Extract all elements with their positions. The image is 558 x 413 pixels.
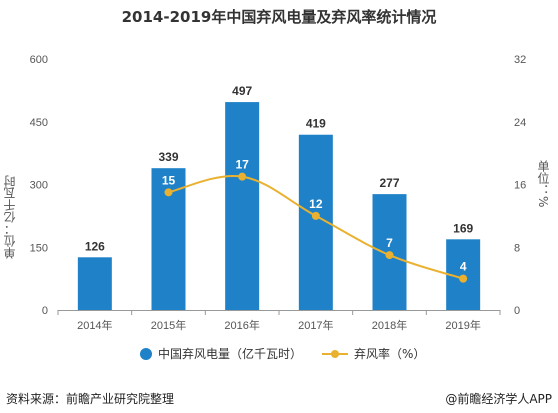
legend: 中国弃风电量（亿千瓦时） 弃风率（%）: [0, 345, 558, 365]
bar: [225, 102, 260, 310]
chart-title: 2014-2019年中国弃风电量及弃风率统计情况: [121, 8, 437, 26]
y-left-tick-label: 150: [30, 242, 48, 254]
rate-point: [311, 211, 320, 220]
y-left-tick-label: 0: [42, 305, 48, 317]
bar-value-label: 169: [453, 221, 473, 235]
legend-line-label: 弃风率（%）: [354, 347, 426, 361]
rate-value-label: 12: [309, 197, 323, 211]
brand-note: @前瞻经济学人APP: [445, 392, 552, 406]
y-right-tick-label: 0: [514, 305, 520, 317]
y-left-tick-label: 600: [30, 54, 48, 66]
legend-bar-label: 中国弃风电量（亿千瓦时）: [158, 347, 303, 361]
legend-item-line[interactable]: 弃风率（%）: [322, 345, 425, 362]
y-right-tick-label: 16: [514, 180, 526, 192]
right-axis-label: 单位：%: [536, 160, 550, 208]
x-tick-label: 2019年: [445, 318, 480, 332]
bar-value-label: 339: [158, 150, 178, 164]
legend-bar-marker: [140, 347, 152, 360]
y-right-tick-label: 32: [514, 54, 526, 66]
y-left-tick-label: 300: [30, 180, 48, 192]
y-left-tick-label: 450: [30, 117, 48, 129]
rate-value-label: 7: [386, 236, 393, 250]
y-right-tick-label: 8: [514, 242, 520, 254]
legend-item-bar[interactable]: 中国弃风电量（亿千瓦时）: [140, 345, 302, 362]
rate-value-label: 4: [460, 260, 467, 274]
x-tick-label: 2016年: [224, 318, 259, 332]
bar-value-label: 126: [85, 239, 105, 253]
x-tick-label: 2017年: [298, 318, 333, 332]
y-right-tick-label: 24: [514, 117, 526, 129]
x-tick-label: 2014年: [77, 318, 112, 332]
bar-value-label: 497: [232, 84, 252, 98]
x-tick-label: 2015年: [151, 318, 186, 332]
rate-point: [238, 172, 247, 181]
rate-point: [459, 274, 468, 283]
rate-point: [164, 188, 173, 197]
bar-value-label: 277: [379, 176, 399, 190]
left-axis-label: 单位：亿千瓦时: [3, 175, 17, 259]
source-note: 资料来源：前瞻产业研究院整理: [6, 392, 175, 406]
rate-value-label: 17: [235, 158, 249, 172]
legend-line-marker: [322, 348, 348, 360]
bar-value-label: 419: [306, 117, 326, 131]
bar: [77, 257, 112, 310]
rate-point: [385, 251, 394, 260]
x-tick-label: 2018年: [372, 318, 407, 332]
rate-value-label: 15: [162, 173, 176, 187]
